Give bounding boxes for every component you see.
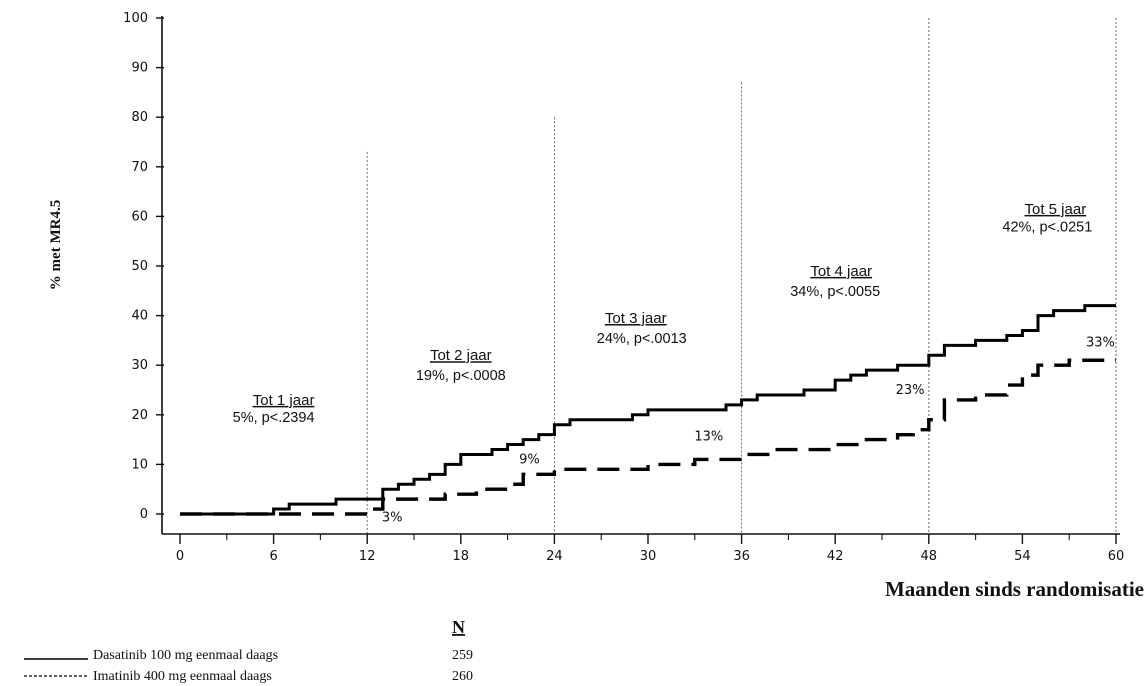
y-axis-label: % met MR4.5 bbox=[48, 200, 64, 290]
axes-layer bbox=[161, 16, 1120, 535]
period-stat: 34%, p<.0055 bbox=[790, 284, 880, 300]
x-tick-label: 54 bbox=[1014, 549, 1031, 564]
legend: N Dasatinib 100 mg eenmaal daags 259 Ima… bbox=[24, 617, 473, 684]
x-tick-label: 36 bbox=[733, 549, 750, 564]
legend-label-dasatinib: Dasatinib 100 mg eenmaal daags bbox=[93, 648, 278, 663]
y-tick-label: 40 bbox=[131, 309, 148, 324]
y-tick-label: 90 bbox=[131, 61, 148, 76]
period-lines-layer bbox=[366, 18, 1117, 534]
x-tick-label: 0 bbox=[176, 549, 184, 564]
period-title: Tot 2 jaar bbox=[430, 347, 492, 364]
x-axis-label: Maanden sinds randomisatie bbox=[885, 577, 1144, 601]
y-tick-label: 20 bbox=[131, 408, 148, 423]
x-tick-label: 30 bbox=[640, 549, 657, 564]
x-tick-label: 12 bbox=[359, 549, 376, 564]
x-tick-label: 60 bbox=[1108, 549, 1125, 564]
dasatinib-line bbox=[180, 304, 1116, 516]
y-tick-label: 10 bbox=[131, 457, 148, 472]
period-title: Tot 4 jaar bbox=[810, 263, 872, 280]
legend-label-imatinib: Imatinib 400 mg eenmaal daags bbox=[93, 669, 272, 684]
period-title: Tot 3 jaar bbox=[605, 310, 667, 327]
imatinib-year-label: 13% bbox=[694, 430, 723, 445]
period-title: Tot 5 jaar bbox=[1025, 201, 1087, 218]
period-stat: 5%, p<.2394 bbox=[233, 410, 315, 426]
x-tick-label: 42 bbox=[827, 549, 844, 564]
period-title: Tot 1 jaar bbox=[253, 392, 315, 409]
y-tick-label: 70 bbox=[131, 160, 148, 175]
period-stat: 19%, p<.0008 bbox=[416, 368, 506, 384]
y-tick-label: 50 bbox=[131, 259, 148, 274]
x-tick-label: 24 bbox=[546, 549, 563, 564]
imatinib-year-label: 9% bbox=[519, 452, 540, 467]
legend-n-imatinib: 260 bbox=[452, 669, 473, 684]
imatinib-year-label: 3% bbox=[382, 510, 403, 525]
y-tick-label: 60 bbox=[131, 209, 148, 224]
ticks-layer: 0 10 20 30 40 50 60 70 80 90 100 0 6 12 18 24 30 36 42 48 54… bbox=[123, 11, 1124, 564]
imatinib-line bbox=[180, 358, 1116, 516]
y-tick-label: 100 bbox=[123, 11, 148, 26]
x-tick-label: 6 bbox=[269, 549, 277, 564]
x-tick-label: 48 bbox=[921, 549, 938, 564]
series-layer bbox=[180, 304, 1116, 516]
period-stat: 42%, p<.0251 bbox=[1002, 219, 1092, 235]
y-tick-label: 30 bbox=[131, 358, 148, 373]
y-tick-label: 80 bbox=[131, 110, 148, 125]
period-stat: 24%, p<.0013 bbox=[597, 331, 687, 347]
legend-n-header: N bbox=[452, 617, 465, 637]
y-tick-label: 0 bbox=[140, 507, 148, 522]
imatinib-year-label: 33% bbox=[1086, 335, 1115, 350]
imatinib-year-label: 23% bbox=[896, 383, 925, 398]
legend-n-dasatinib: 259 bbox=[452, 648, 473, 663]
x-tick-label: 18 bbox=[453, 549, 470, 564]
